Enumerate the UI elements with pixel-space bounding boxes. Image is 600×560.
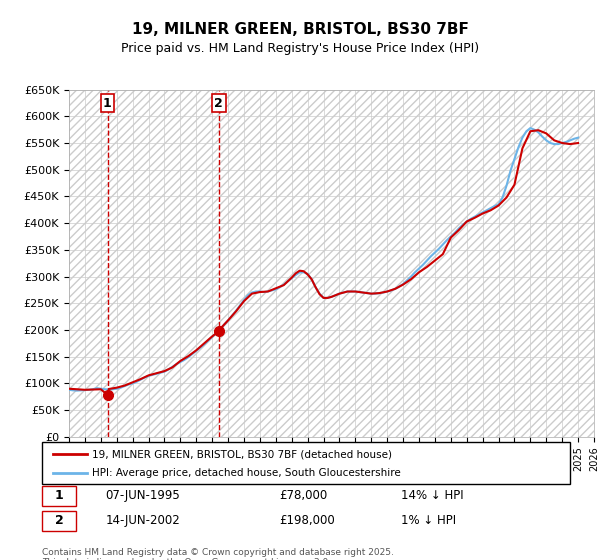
Text: 07-JUN-1995: 07-JUN-1995 (106, 489, 180, 502)
Text: Price paid vs. HM Land Registry's House Price Index (HPI): Price paid vs. HM Land Registry's House … (121, 42, 479, 55)
Text: 1% ↓ HPI: 1% ↓ HPI (401, 514, 456, 528)
FancyBboxPatch shape (42, 486, 76, 506)
Text: HPI: Average price, detached house, South Gloucestershire: HPI: Average price, detached house, Sout… (92, 468, 401, 478)
Text: £198,000: £198,000 (280, 514, 335, 528)
Text: 2: 2 (55, 514, 64, 528)
Text: 19, MILNER GREEN, BRISTOL, BS30 7BF: 19, MILNER GREEN, BRISTOL, BS30 7BF (131, 22, 469, 38)
Text: 1: 1 (55, 489, 64, 502)
FancyBboxPatch shape (42, 442, 570, 484)
Text: 14-JUN-2002: 14-JUN-2002 (106, 514, 180, 528)
Text: £78,000: £78,000 (280, 489, 328, 502)
Text: 1: 1 (103, 97, 112, 110)
Text: 2: 2 (214, 97, 223, 110)
Text: 19, MILNER GREEN, BRISTOL, BS30 7BF (detached house): 19, MILNER GREEN, BRISTOL, BS30 7BF (det… (92, 449, 392, 459)
FancyBboxPatch shape (42, 511, 76, 531)
Text: Contains HM Land Registry data © Crown copyright and database right 2025.
This d: Contains HM Land Registry data © Crown c… (42, 548, 394, 560)
Text: 14% ↓ HPI: 14% ↓ HPI (401, 489, 464, 502)
